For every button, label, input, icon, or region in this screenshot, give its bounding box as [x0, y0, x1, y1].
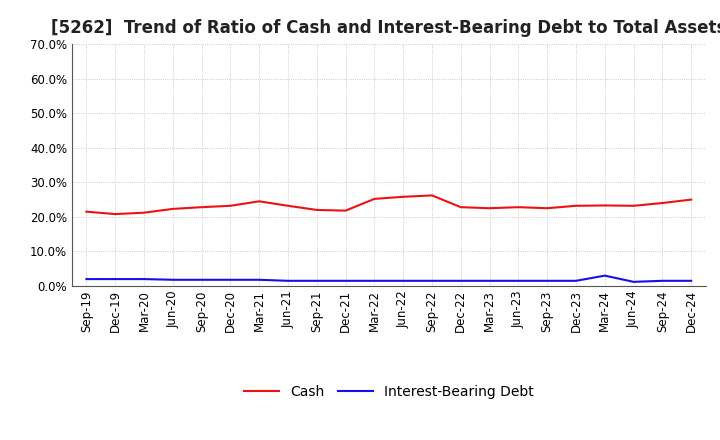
Cash	[687, 197, 696, 202]
Interest-Bearing Debt	[399, 278, 408, 283]
Interest-Bearing Debt	[111, 276, 120, 282]
Interest-Bearing Debt	[197, 277, 206, 282]
Line: Cash: Cash	[86, 195, 691, 214]
Interest-Bearing Debt	[226, 277, 235, 282]
Cash	[255, 199, 264, 204]
Interest-Bearing Debt	[312, 278, 321, 283]
Cash	[370, 196, 379, 202]
Interest-Bearing Debt	[600, 273, 609, 278]
Legend: Cash, Interest-Bearing Debt: Cash, Interest-Bearing Debt	[238, 380, 539, 405]
Cash	[197, 205, 206, 210]
Interest-Bearing Debt	[284, 278, 292, 283]
Cash	[399, 194, 408, 199]
Interest-Bearing Debt	[82, 276, 91, 282]
Cash	[168, 206, 177, 212]
Cash	[514, 205, 523, 210]
Cash	[600, 203, 609, 208]
Interest-Bearing Debt	[514, 278, 523, 283]
Interest-Bearing Debt	[341, 278, 350, 283]
Interest-Bearing Debt	[168, 277, 177, 282]
Cash	[543, 205, 552, 211]
Interest-Bearing Debt	[140, 276, 148, 282]
Cash	[82, 209, 91, 214]
Cash	[485, 205, 494, 211]
Interest-Bearing Debt	[687, 278, 696, 283]
Cash	[428, 193, 436, 198]
Cash	[140, 210, 148, 215]
Interest-Bearing Debt	[370, 278, 379, 283]
Cash	[226, 203, 235, 209]
Line: Interest-Bearing Debt: Interest-Bearing Debt	[86, 275, 691, 282]
Interest-Bearing Debt	[572, 278, 580, 283]
Interest-Bearing Debt	[658, 278, 667, 283]
Cash	[111, 212, 120, 217]
Cash	[572, 203, 580, 209]
Cash	[629, 203, 638, 209]
Interest-Bearing Debt	[543, 278, 552, 283]
Cash	[456, 205, 465, 210]
Cash	[341, 208, 350, 213]
Cash	[312, 207, 321, 213]
Cash	[284, 203, 292, 209]
Interest-Bearing Debt	[485, 278, 494, 283]
Interest-Bearing Debt	[255, 277, 264, 282]
Cash	[658, 200, 667, 205]
Interest-Bearing Debt	[428, 278, 436, 283]
Interest-Bearing Debt	[629, 279, 638, 285]
Title: [5262]  Trend of Ratio of Cash and Interest-Bearing Debt to Total Assets: [5262] Trend of Ratio of Cash and Intere…	[51, 19, 720, 37]
Interest-Bearing Debt	[456, 278, 465, 283]
